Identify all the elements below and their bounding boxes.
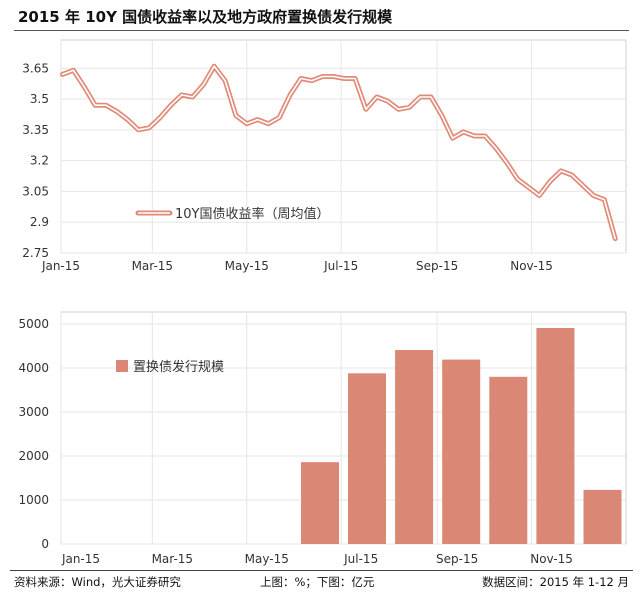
line-y-tick-label: 3.5 — [30, 92, 49, 106]
yield-line-inner — [61, 65, 616, 240]
line-plot-frame — [60, 39, 627, 254]
line-x-tick-label: May-15 — [225, 259, 269, 273]
line-x-tick-label: Mar-15 — [132, 259, 173, 273]
date-range-note: 数据区间：2015 年 1-12 月 — [482, 575, 629, 589]
issuance-bar — [583, 489, 622, 544]
issuance-bar — [442, 359, 481, 544]
chart-title: 2015 年 10Y 国债收益率以及地方政府置换债发行规模 — [18, 8, 393, 26]
line-x-tick-label: Nov-15 — [510, 259, 553, 273]
line-x-tick-label: Jan-15 — [41, 259, 80, 273]
issuance-bar — [301, 462, 339, 544]
footer-divider — [10, 570, 633, 571]
bar-x-tick-label: Jan-15 — [61, 552, 100, 566]
issuance-bar — [489, 376, 528, 544]
line-y-tick-label: 3.35 — [22, 123, 49, 137]
issuance-bar — [536, 328, 575, 544]
issuance-bar — [348, 373, 386, 544]
bar-x-tick-label: Nov-15 — [530, 552, 573, 566]
line-y-tick-label: 2.75 — [22, 246, 49, 260]
bar-y-tick-label: 3000 — [18, 405, 49, 419]
bar-y-tick-label: 2000 — [18, 449, 49, 463]
bar-legend-swatch — [116, 360, 128, 372]
title-divider — [14, 30, 629, 31]
issuance-bar — [395, 350, 434, 544]
bar-y-tick-label: 1000 — [18, 493, 49, 507]
bar-x-tick-label: Sep-15 — [436, 552, 478, 566]
bar-legend-label: 置换债发行规模 — [133, 359, 224, 375]
bar-x-tick-label: Mar-15 — [152, 552, 193, 566]
bar-y-tick-label: 4000 — [18, 361, 49, 375]
unit-note: 上图：%；下图：亿元 — [260, 575, 375, 589]
line-y-tick-label: 3.05 — [22, 184, 49, 198]
line-legend-label: 10Y国债收益率（周均值） — [175, 206, 329, 222]
bar-y-tick-label: 0 — [41, 537, 49, 551]
bar-x-tick-label: May-15 — [245, 552, 289, 566]
line-y-tick-label: 2.9 — [30, 215, 49, 229]
bar-x-tick-label: Jul-15 — [343, 552, 378, 566]
line-x-tick-label: Jul-15 — [323, 259, 358, 273]
line-y-tick-label: 3.65 — [22, 61, 49, 75]
bar-y-tick-label: 5000 — [18, 317, 49, 331]
source-note: 资料来源：Wind，光大证券研究 — [14, 575, 181, 589]
line-x-tick-label: Sep-15 — [416, 259, 458, 273]
line-y-tick-label: 3.2 — [30, 154, 49, 168]
